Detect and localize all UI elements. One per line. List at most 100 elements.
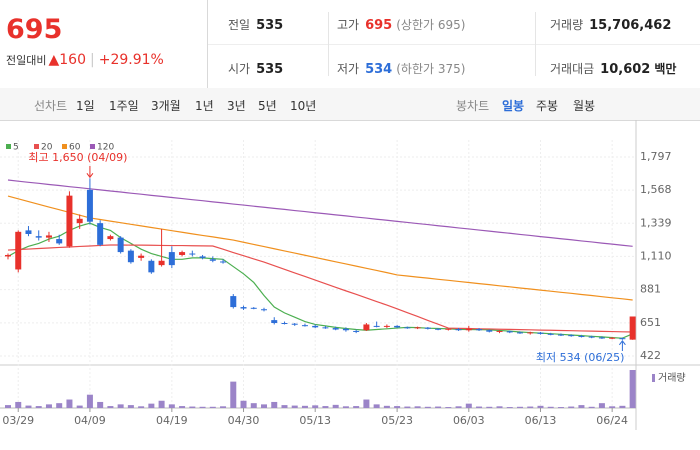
tab[interactable]: 월봉 (573, 99, 596, 113)
candle-body (363, 324, 370, 331)
tab[interactable]: 5년 (258, 99, 277, 113)
tab[interactable]: 1년 (195, 99, 214, 113)
volume-bar (230, 381, 237, 408)
candle-body (506, 331, 513, 333)
stat: 시가 535 (228, 60, 283, 77)
volume-bar (394, 406, 401, 408)
ma-line (7, 244, 633, 333)
y-tick-label: 1,110 (640, 249, 672, 262)
change-pct: +29.91% (98, 52, 164, 68)
volume-bar (281, 405, 288, 408)
candle-body (168, 252, 175, 266)
tab[interactable]: 3년 (227, 99, 246, 113)
volume-bar (629, 370, 636, 408)
stat-value: 534 (365, 62, 393, 77)
candle-body (465, 328, 472, 331)
x-tick-label: 06/13 (525, 414, 557, 427)
volume-bar (76, 405, 83, 408)
volume-bar (301, 405, 308, 408)
stat-label: 거래대금 (550, 62, 595, 76)
candle-body (476, 329, 483, 331)
candle-body (199, 256, 206, 258)
arrow-head (86, 172, 94, 179)
candle-body (301, 325, 308, 327)
candle-body (230, 296, 237, 308)
legend-label: 5 (13, 143, 19, 153)
candle-body (220, 261, 227, 263)
stat-label: 거래량 (550, 18, 584, 32)
candle-body (148, 260, 155, 273)
candle-body (598, 337, 605, 339)
candle-body (619, 338, 626, 340)
legend-label: 60 (69, 143, 81, 153)
volume-bar (578, 405, 585, 408)
volume-bar (189, 406, 196, 408)
arrow-head (619, 339, 626, 346)
tab[interactable]: 1일 (76, 99, 95, 113)
volume-bar (465, 403, 472, 408)
x-tick-label: 04/09 (74, 414, 106, 427)
candle-body (537, 332, 544, 334)
candle-body (394, 325, 401, 328)
volume-bar (568, 406, 575, 408)
col-divider (535, 12, 536, 76)
tab[interactable]: 1주일 (109, 99, 139, 113)
row-divider (208, 44, 700, 45)
tab[interactable]: 주봉 (536, 99, 559, 113)
candle-body (261, 309, 267, 311)
tab[interactable]: 일봉 (502, 99, 525, 113)
stat-value: 535 (256, 18, 284, 33)
tab-group-label: 봉차트 (456, 99, 490, 113)
volume-bar (86, 394, 93, 408)
change-label: 전일대비 (6, 54, 47, 67)
change-value: 160 (59, 52, 86, 68)
candle-body (332, 328, 339, 330)
stat-note: (상한가 695) (396, 18, 466, 32)
volume-bar (127, 405, 134, 408)
up-arrow: ▲ (48, 52, 60, 68)
stat-label: 저가 (337, 62, 360, 76)
candle-body (291, 323, 298, 325)
x-tick-label: 06/24 (596, 414, 628, 427)
tab[interactable]: 3개월 (151, 99, 181, 113)
candle-body (496, 330, 503, 332)
tab[interactable]: 10년 (290, 99, 317, 113)
volume-bar (619, 405, 626, 408)
volume-bar (312, 405, 319, 408)
candle-body (250, 307, 257, 309)
candle-body (517, 332, 523, 334)
volume-bar (97, 401, 104, 408)
candle-body (281, 323, 288, 325)
volume-bar (486, 406, 493, 408)
ma-line (7, 179, 633, 247)
x-tick-label: 05/23 (381, 414, 413, 427)
candle-body (547, 333, 554, 335)
stat: 거래량 15,706,462 (550, 16, 671, 33)
candle-body (373, 325, 380, 327)
candle-body (271, 320, 278, 324)
candle-body (97, 223, 104, 245)
volume-bar (455, 406, 462, 408)
candle-body (414, 327, 421, 329)
x-tick-label: 05/13 (299, 414, 331, 427)
volume-bar (496, 406, 503, 408)
candle-body (66, 195, 73, 247)
volume-bar (148, 403, 155, 408)
candle-body (107, 236, 114, 240)
volume-bar (250, 403, 257, 408)
candle-body (578, 336, 585, 338)
candle-body (117, 237, 124, 253)
volume-bar (35, 406, 42, 408)
col-divider (328, 12, 329, 76)
candle-body (342, 328, 349, 331)
candle-body (5, 254, 11, 257)
volume-bar (240, 400, 247, 408)
legend-swatch (34, 144, 39, 149)
volume-bar (598, 403, 605, 408)
candle-body (588, 336, 595, 338)
volume-bar (506, 407, 513, 408)
candle-body (86, 189, 93, 222)
volume-bar (435, 406, 442, 408)
volume-bar (342, 406, 349, 408)
volume-bar (107, 406, 114, 408)
